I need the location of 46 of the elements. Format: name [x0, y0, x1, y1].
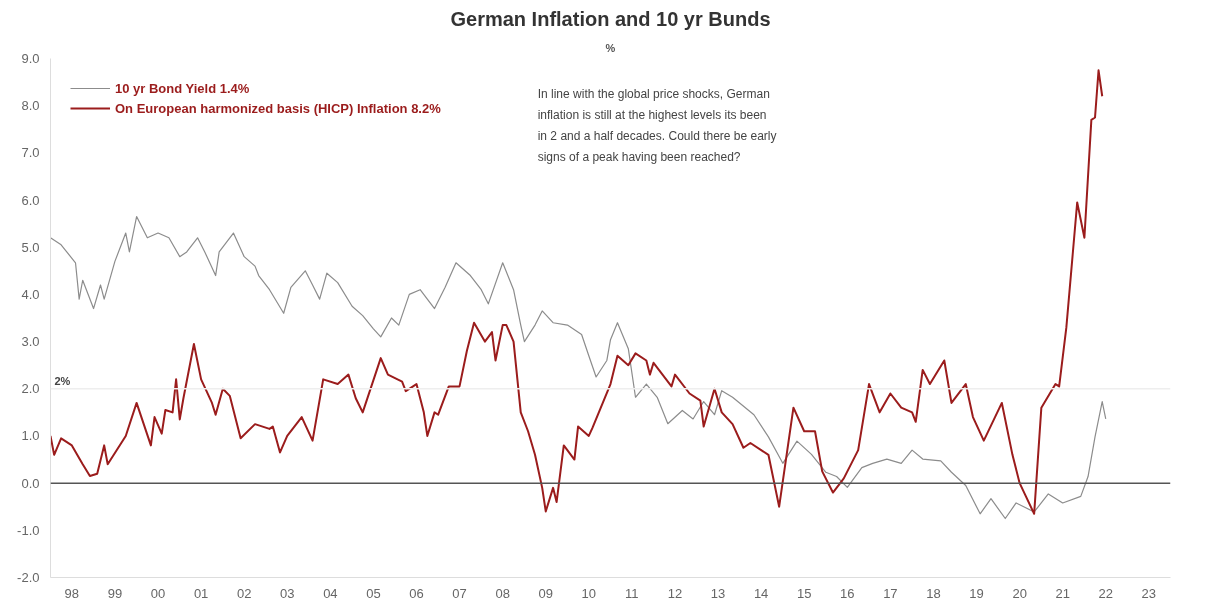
ref-line-label: 2% — [54, 374, 71, 387]
y-tick-label: -1.0 — [17, 522, 40, 538]
x-tick-label: 03 — [279, 585, 295, 601]
x-tick-label: 09 — [538, 585, 553, 601]
x-tick-label: 16 — [840, 585, 855, 601]
y-tick-label: 9.0 — [21, 51, 40, 66]
line-series — [50, 215, 1107, 520]
x-tick-label: 11 — [625, 585, 639, 601]
x-tick-label: 08 — [495, 585, 510, 601]
x-tick-label: 13 — [710, 585, 726, 601]
y-tick-label: 6.0 — [21, 192, 40, 208]
annotation: In line with the global price shocks, German inflation is still at the highest levels its been in 2 and a half decades. Could there be early signs of a peak having been reached? — [537, 87, 777, 165]
x-tick-label: 99 — [107, 585, 123, 601]
x-tick-label: 10 — [581, 585, 597, 601]
line-series — [50, 69, 1104, 515]
x-tick-label: 17 — [883, 585, 898, 601]
x-tick-label: 00 — [150, 585, 166, 601]
y-tick-label: 8.0 — [21, 98, 40, 114]
x-tick-label: 05 — [366, 585, 381, 601]
chart-subtitle: % — [605, 41, 616, 54]
chart-title: German Inflation and 10 yr Bunds — [450, 7, 771, 30]
x-tick-label: 22 — [1098, 585, 1113, 601]
x-tick-label: 15 — [796, 585, 812, 601]
x-tick-label: 14 — [753, 585, 769, 601]
x-tick-label: 06 — [409, 585, 424, 601]
y-tick-label: -2.0 — [17, 570, 40, 585]
x-tick-label: 98 — [64, 585, 80, 601]
y-tick-label: 5.0 — [21, 239, 40, 255]
x-tick-label: 01 — [193, 585, 209, 601]
x-tick-label: 12 — [667, 585, 683, 601]
legend-label: 10 yr Bond Yield 1.4% — [115, 80, 250, 96]
y-tick-label: 3.0 — [21, 334, 40, 350]
x-tick-label: 23 — [1141, 585, 1157, 601]
x-tick-label: 21 — [1055, 585, 1070, 601]
x-tick-label: 04 — [323, 585, 338, 601]
x-tick-label: 07 — [452, 585, 467, 601]
y-tick-label: 0.0 — [21, 475, 40, 491]
x-tick-label: 19 — [969, 585, 984, 601]
y-tick-label: 1.0 — [21, 428, 40, 444]
x-tick-label: 18 — [926, 585, 941, 601]
y-tick-label: 7.0 — [21, 145, 40, 161]
y-tick-label: 2.0 — [21, 381, 40, 397]
y-tick-label: 4.0 — [21, 286, 40, 302]
x-tick-label: 20 — [1012, 585, 1027, 601]
x-tick-label: 02 — [236, 585, 252, 601]
legend-label: On European harmonized basis (HICP) Inflation 8.2% — [115, 100, 441, 116]
